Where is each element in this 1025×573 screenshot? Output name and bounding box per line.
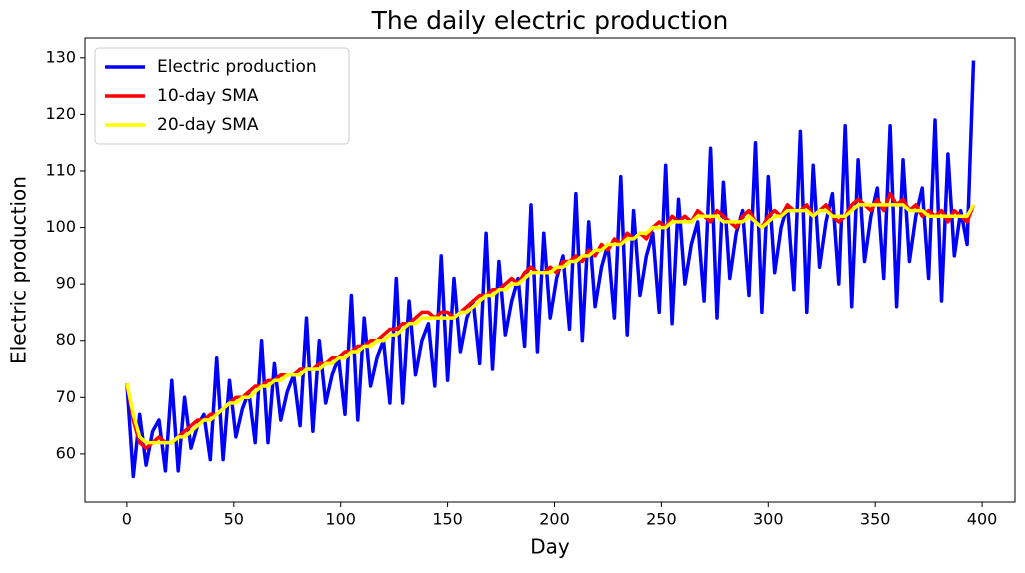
y-tick-label: 90: [56, 274, 76, 293]
chart-title: The daily electric production: [371, 6, 729, 35]
y-tick-label: 100: [45, 217, 76, 236]
series-line: [125, 191, 976, 450]
y-tick-label: 80: [56, 330, 76, 349]
legend-label: 10-day SMA: [157, 86, 259, 106]
y-tick-label: 120: [45, 104, 76, 123]
x-tick-label: 100: [325, 510, 356, 529]
x-tick-label: 250: [646, 510, 677, 529]
x-tick-label: 0: [122, 510, 132, 529]
y-tick-label: 130: [45, 47, 76, 66]
x-tick-label: 200: [539, 510, 570, 529]
x-tick-label: 350: [860, 510, 891, 529]
x-tick-label: 400: [967, 510, 998, 529]
y-tick-label: 110: [45, 160, 76, 179]
legend-box: [94, 47, 350, 145]
x-tick-label: 150: [432, 510, 463, 529]
legend-label: 20-day SMA: [157, 115, 259, 135]
series-line: [125, 203, 976, 445]
y-axis-label: Electric production: [7, 176, 31, 364]
plot-frame: [84, 37, 1016, 503]
x-tick-label: 50: [224, 510, 244, 529]
y-tick-label: 60: [56, 443, 76, 462]
y-tick-label: 70: [56, 387, 76, 406]
series-line: [125, 60, 976, 479]
x-tick-label: 300: [753, 510, 784, 529]
x-axis-label: Day: [530, 535, 570, 559]
legend-label: Electric production: [157, 57, 317, 77]
